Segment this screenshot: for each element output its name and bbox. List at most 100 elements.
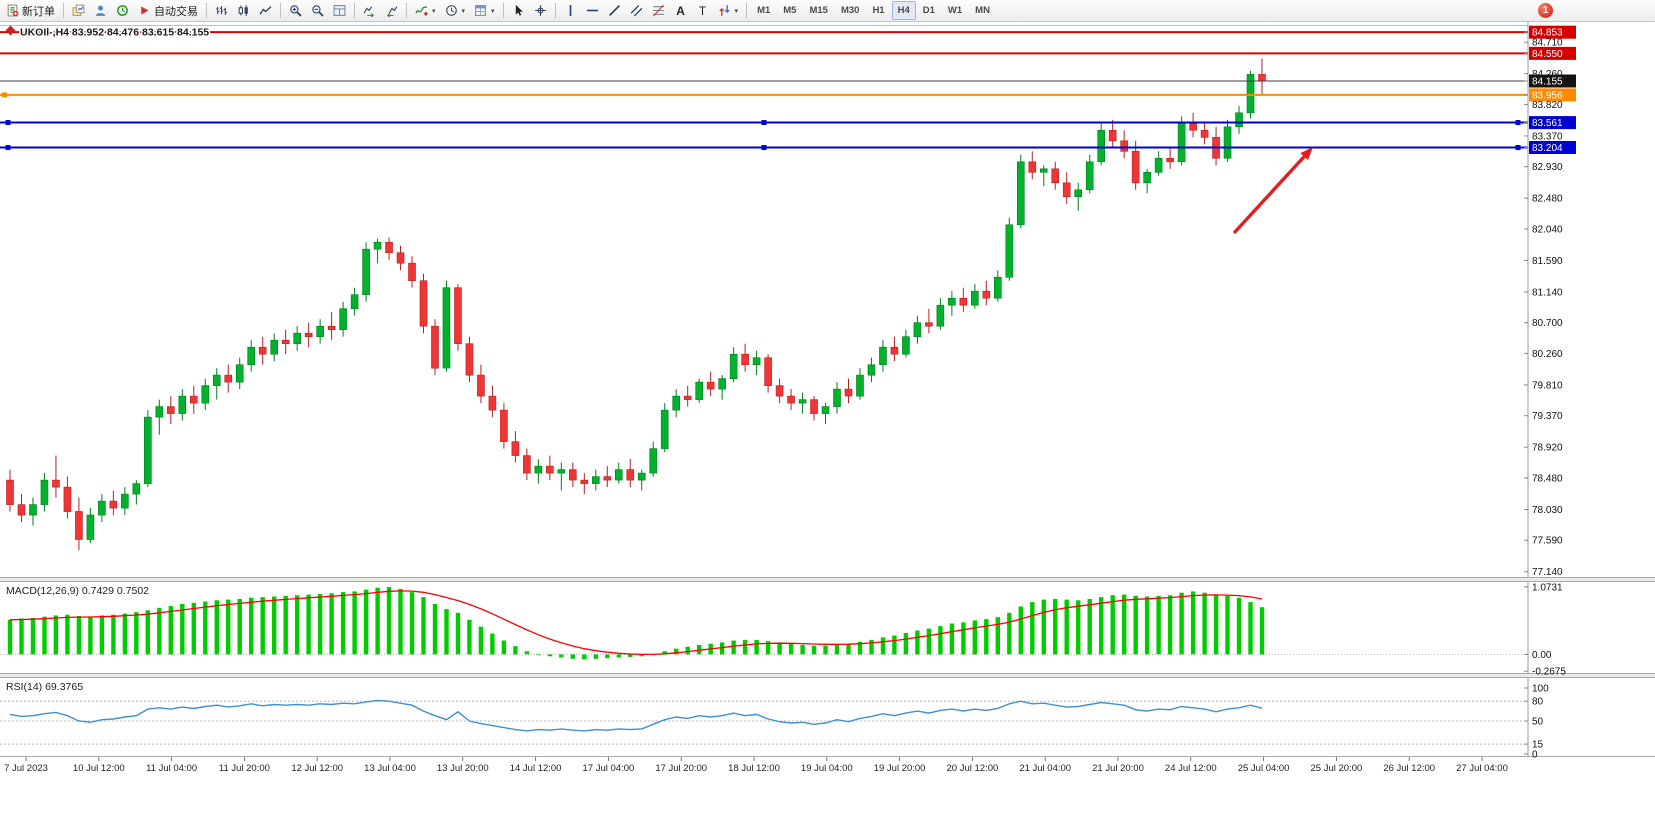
cursor-button[interactable]	[508, 1, 529, 20]
candlestick-chart-button[interactable]	[233, 1, 254, 20]
rsi-label: RSI(14) 69.3765	[6, 681, 83, 693]
time-axis-label: 17 Jul 20:00	[655, 763, 707, 774]
macd-axis-label: 1.0731	[1532, 582, 1563, 593]
profiles-button[interactable]	[90, 1, 111, 20]
notification-badge[interactable]: 1	[1538, 3, 1553, 18]
rsi-axis-label: 50	[1532, 717, 1544, 728]
crosshair-icon	[534, 4, 547, 17]
time-axis-label: 18 Jul 12:00	[728, 763, 780, 774]
chart-shift-button[interactable]	[381, 1, 402, 20]
toolbar-separator	[554, 3, 556, 18]
svg-text:T: T	[698, 4, 705, 17]
main-macd-resize-handle[interactable]	[0, 577, 1655, 582]
line-chart-button[interactable]	[255, 1, 276, 20]
blue-support-line-2[interactable]	[0, 145, 1528, 151]
indicators-button[interactable]: ▾	[411, 1, 440, 20]
trendline-button[interactable]	[604, 1, 625, 20]
shapes-icon	[718, 4, 731, 17]
new-order-button[interactable]: 新订单	[2, 1, 59, 20]
timeframe-label: M5	[783, 5, 797, 16]
blue-support-line-2-handle[interactable]	[5, 145, 11, 151]
new-order-icon	[6, 4, 19, 17]
tile-windows-button[interactable]	[329, 1, 350, 20]
vertical-line-button[interactable]	[560, 1, 581, 20]
price-axis-label: 82.930	[1532, 162, 1563, 173]
time-axis-label: 25 Jul 20:00	[1311, 763, 1363, 774]
timeframe-m15-button[interactable]: M15	[803, 1, 833, 20]
timeframe-d1-button[interactable]: D1	[917, 1, 941, 20]
orange-level-line[interactable]	[0, 92, 1528, 98]
blue-support-line-2-handle[interactable]	[761, 145, 767, 151]
fibonacci-button[interactable]	[648, 1, 669, 20]
candlestick-series	[6, 58, 1266, 551]
cursor-icon	[512, 4, 525, 17]
toolbar-separator	[63, 3, 64, 18]
bars-icon	[215, 4, 228, 17]
autoscroll-icon	[363, 4, 376, 17]
rsi-axis-label: 80	[1532, 697, 1544, 708]
timeframe-m1-button[interactable]: M1	[751, 1, 776, 20]
linechart-icon	[259, 4, 272, 17]
macd-axis-label: -0.2675	[1532, 667, 1566, 678]
time-axis[interactable]: 7 Jul 2023 10 Jul 12:00 11 Jul 04:00 11 Jul…	[4, 757, 1508, 774]
price-tag	[1529, 74, 1576, 88]
price-axis-label: 84.710	[1532, 38, 1563, 49]
auto-scroll-button[interactable]	[359, 1, 380, 20]
time-axis-label: 21 Jul 20:00	[1092, 763, 1144, 774]
price-axis-label: 82.480	[1532, 194, 1563, 205]
text-button[interactable]: A	[670, 1, 691, 20]
blue-support-line-1-handle[interactable]	[1515, 120, 1521, 126]
arrows-button[interactable]: ▾	[714, 1, 743, 20]
timeframe-h4-button[interactable]: H4	[891, 1, 916, 20]
dropdown-caret-icon: ▾	[491, 7, 495, 15]
label-button[interactable]: T	[692, 1, 713, 20]
price-tag	[1529, 46, 1576, 60]
price-axis-label: 77.590	[1532, 536, 1563, 547]
timeframe-h1-button[interactable]: H1	[866, 1, 890, 20]
blue-support-line-1-handle[interactable]	[761, 120, 767, 126]
periods-button[interactable]: ▾	[441, 1, 470, 20]
zoom-out-icon	[311, 4, 324, 17]
horizontal-line-button[interactable]	[582, 1, 603, 20]
blue-support-line-1[interactable]	[0, 120, 1528, 126]
price-axis-label: 77.140	[1532, 567, 1563, 578]
toolbar-separator	[206, 3, 207, 18]
crosshair-button[interactable]	[530, 1, 551, 20]
blue-support-line-1-handle[interactable]	[5, 120, 11, 126]
orange-level-line-handle[interactable]	[2, 92, 7, 98]
templates-button[interactable]: ▾	[470, 1, 499, 20]
timeframe-w1-button[interactable]: W1	[942, 1, 968, 20]
time-axis-label: 27 Jul 04:00	[1456, 763, 1508, 774]
macd-rsi-resize-handle[interactable]	[0, 673, 1655, 678]
zoom-out-button[interactable]	[307, 1, 328, 20]
price-axis-label: 79.810	[1532, 380, 1563, 391]
templates-icon	[474, 4, 487, 17]
time-axis-label: 25 Jul 04:00	[1238, 763, 1290, 774]
toolbar-separator	[406, 3, 407, 18]
timeframe-m5-button[interactable]: M5	[777, 1, 802, 20]
timeframe-m30-button[interactable]: M30	[835, 1, 865, 20]
bar-chart-button[interactable]	[211, 1, 232, 20]
channel-button[interactable]	[626, 1, 647, 20]
new-chart-button[interactable]	[68, 1, 89, 20]
price-tag	[1529, 88, 1576, 102]
price-axis[interactable]: 84.85384.71084.55084.26084.15583.95683.8…	[1524, 25, 1576, 579]
time-axis-label: 10 Jul 12:00	[73, 763, 125, 774]
refresh-button[interactable]	[112, 1, 133, 20]
price-tag-label: 84.550	[1532, 49, 1563, 60]
time-axis-label: 11 Jul 20:00	[219, 763, 270, 774]
price-axis-label: 83.370	[1532, 131, 1563, 142]
timeframe-label: D1	[922, 5, 935, 16]
timeframe-mn-button[interactable]: MN	[969, 1, 996, 20]
time-axis-label: 21 Jul 04:00	[1019, 763, 1071, 774]
dropdown-caret-icon: ▾	[432, 7, 436, 15]
zoom-in-button[interactable]	[285, 1, 306, 20]
auto-trading-button[interactable]: 自动交易	[134, 1, 202, 20]
price-tag-label: 83.204	[1532, 143, 1563, 154]
blue-support-line-2-handle[interactable]	[1515, 145, 1521, 151]
annotation-arrow[interactable]	[1232, 147, 1313, 235]
price-tag	[1529, 141, 1576, 154]
dropdown-caret-icon: ▾	[461, 7, 466, 15]
timeframe-label: M1	[757, 5, 771, 16]
